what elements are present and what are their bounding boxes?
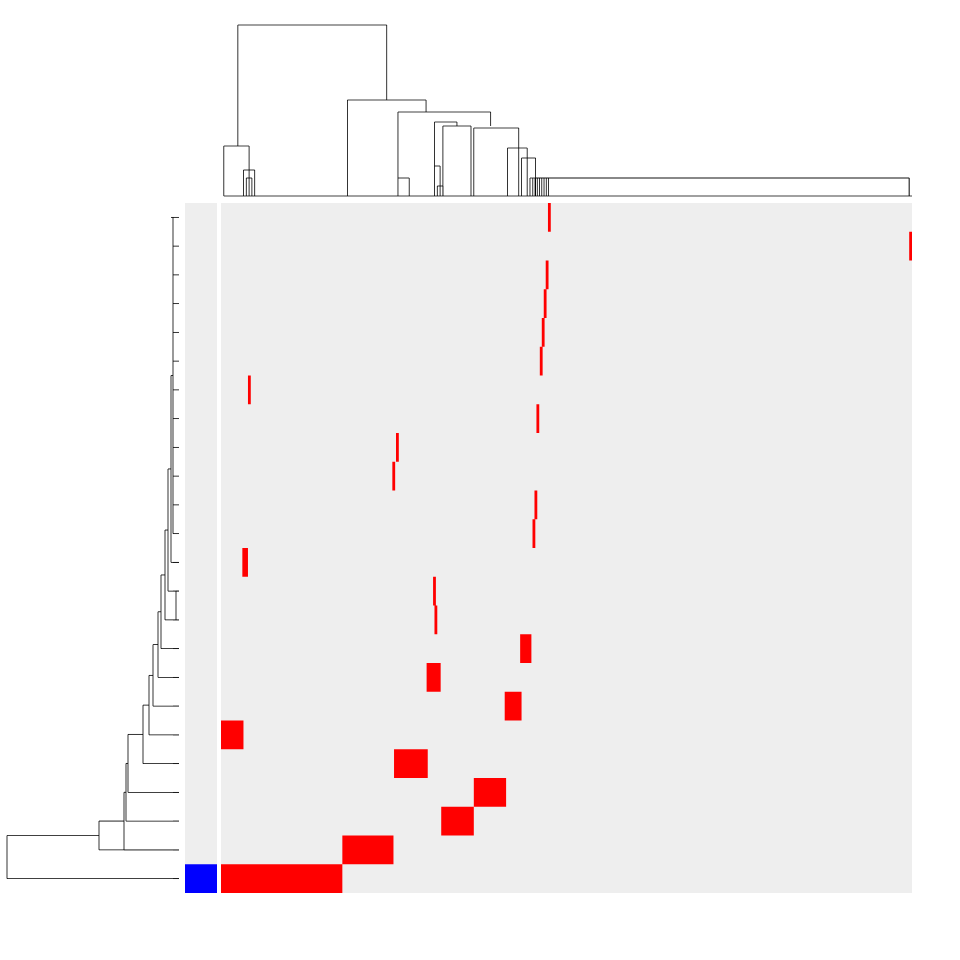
heatmap-cell [433,576,436,606]
annotation-column [185,203,217,893]
heatmap-cell [394,749,428,778]
heatmap-cell [221,864,343,893]
heatmap-cell [473,778,507,807]
heatmap-cell [539,346,543,376]
heatmap-cell [221,720,244,750]
heatmap-cell [395,433,399,462]
heatmap-cell [532,519,536,548]
heatmap-cell [536,404,540,433]
heatmap-cell [242,548,248,577]
heatmap-cell [534,490,538,520]
heatmap-cell [392,461,396,491]
heatmap-cell [543,289,547,318]
heatmap-cell [541,318,545,347]
heatmap-cell [441,806,474,836]
heatmap-cell [520,634,532,663]
heatmap-cell [426,663,441,692]
heatmap-cell [247,375,251,405]
heatmap-background [221,203,912,893]
heatmap-cell [504,691,522,721]
heatmap-cell [909,231,912,261]
heatmap-cell [545,260,549,290]
heatmap-cell [342,835,394,865]
heatmap-cell [434,605,438,635]
heatmap-cell [547,203,551,232]
annotation-cell [185,864,217,893]
